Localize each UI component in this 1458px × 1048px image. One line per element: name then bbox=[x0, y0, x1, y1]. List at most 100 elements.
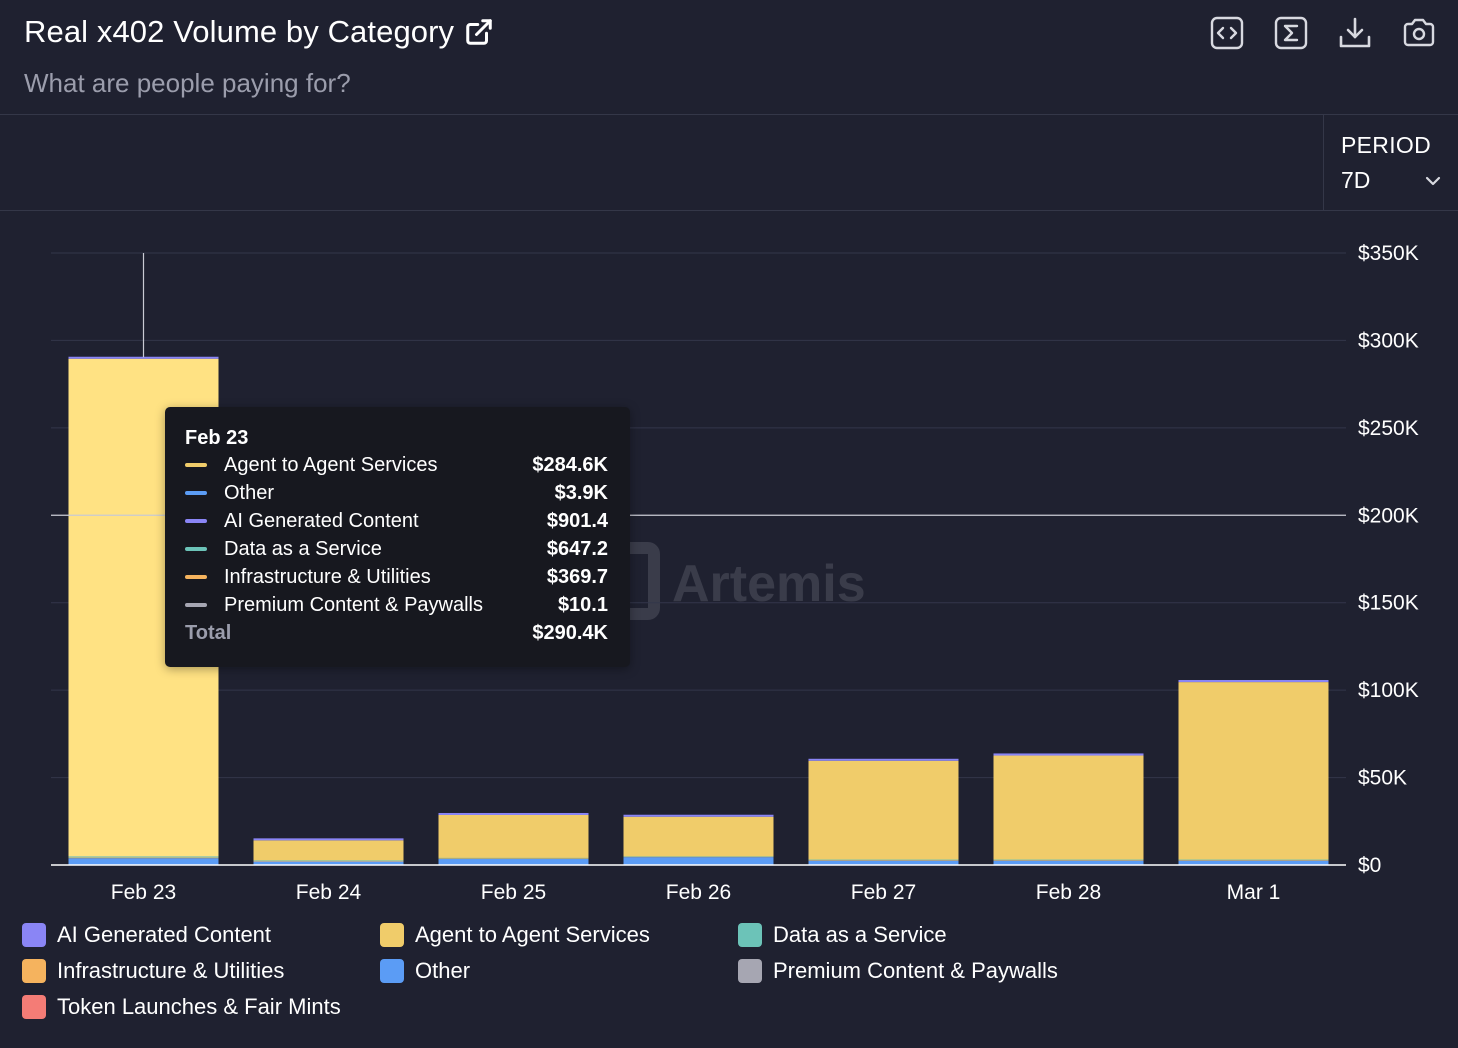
legend-label: Agent to Agent Services bbox=[415, 922, 650, 947]
legend-label: Token Launches & Fair Mints bbox=[57, 994, 341, 1019]
bar-segment[interactable] bbox=[808, 758, 959, 761]
legend-item[interactable]: Data as a Service bbox=[738, 922, 947, 948]
download-button[interactable] bbox=[1336, 14, 1374, 52]
tooltip-row: Agent to Agent Services $284.6K bbox=[185, 451, 608, 479]
y-tick-label: $50K bbox=[1358, 767, 1407, 790]
tooltip-row: AI Generated Content $901.4 bbox=[185, 507, 608, 535]
legend-swatch bbox=[738, 923, 762, 947]
y-tick-label: $100K bbox=[1358, 679, 1419, 702]
bar-segment[interactable] bbox=[1178, 860, 1329, 865]
y-tick-label: $200K bbox=[1358, 504, 1419, 527]
x-tick-label: Feb 24 bbox=[296, 881, 362, 904]
legend-item[interactable]: AI Generated Content bbox=[22, 922, 271, 948]
chart-tooltip: Feb 23 Agent to Agent Services $284.6K Oth… bbox=[165, 407, 630, 667]
code-icon bbox=[1210, 16, 1244, 50]
external-link-icon[interactable] bbox=[464, 17, 494, 47]
tooltip-series-name: Other bbox=[224, 481, 275, 504]
bar-stack[interactable] bbox=[993, 753, 1144, 865]
embed-button[interactable] bbox=[1208, 14, 1246, 52]
chart-header: Real x402 Volume by Category What are pe… bbox=[0, 0, 1458, 115]
artemis-watermark: Artemis bbox=[594, 542, 866, 620]
legend-item[interactable]: Other bbox=[380, 958, 470, 984]
bar-stack[interactable] bbox=[623, 814, 774, 865]
tooltip-swatch bbox=[185, 519, 207, 523]
bar-segment[interactable] bbox=[1178, 680, 1329, 683]
tooltip-series-name: Agent to Agent Services bbox=[224, 453, 438, 476]
x-tick-label: Feb 25 bbox=[481, 881, 546, 904]
tooltip-row: Premium Content & Paywalls $10.1 bbox=[185, 591, 608, 619]
tooltip-row: Data as a Service $647.2 bbox=[185, 535, 608, 563]
bar-segment[interactable] bbox=[623, 816, 774, 857]
tooltip-swatch bbox=[185, 575, 207, 579]
sigma-icon bbox=[1274, 16, 1308, 50]
bar-stack[interactable] bbox=[253, 838, 404, 865]
tooltip-series-value: $901.4 bbox=[546, 509, 608, 532]
bar-stack[interactable] bbox=[808, 758, 959, 865]
bar-segment[interactable] bbox=[993, 753, 1144, 756]
bar-segment[interactable] bbox=[1178, 682, 1329, 860]
y-tick-label: $250K bbox=[1358, 417, 1419, 440]
tooltip-row: Other $3.9K bbox=[185, 479, 608, 507]
screenshot-button[interactable] bbox=[1400, 14, 1438, 52]
bar-segment[interactable] bbox=[68, 858, 219, 865]
title-row: Real x402 Volume by Category bbox=[24, 14, 494, 50]
period-value: 7D bbox=[1341, 167, 1371, 193]
legend-swatch bbox=[22, 923, 46, 947]
legend-label: Other bbox=[415, 958, 471, 983]
legend-label: Data as a Service bbox=[773, 922, 947, 947]
bar-stack[interactable] bbox=[1178, 680, 1329, 865]
chart-title: Real x402 Volume by Category bbox=[24, 14, 455, 49]
chevron-down-icon bbox=[1425, 176, 1441, 186]
y-tick-label: $150K bbox=[1358, 592, 1419, 615]
tooltip-total-label: Total bbox=[185, 621, 232, 644]
x-tick-label: Feb 23 bbox=[111, 881, 176, 904]
legend-label: Infrastructure & Utilities bbox=[57, 958, 285, 983]
tooltip-series-name: Infrastructure & Utilities bbox=[224, 565, 431, 588]
tooltip-swatch bbox=[185, 603, 207, 607]
bar-segment[interactable] bbox=[993, 860, 1144, 865]
bar-segment[interactable] bbox=[623, 857, 774, 865]
camera-icon bbox=[1403, 18, 1435, 47]
legend-item[interactable]: Infrastructure & Utilities bbox=[22, 958, 284, 984]
bar-segment[interactable] bbox=[438, 858, 589, 865]
formula-button[interactable] bbox=[1272, 14, 1310, 52]
bar-segment[interactable] bbox=[808, 860, 959, 865]
tooltip-series-value: $3.9K bbox=[554, 481, 608, 504]
bar-segment[interactable] bbox=[68, 356, 219, 359]
legend-item[interactable]: Premium Content & Paywalls bbox=[738, 958, 1058, 984]
legend-item[interactable]: Agent to Agent Services bbox=[380, 922, 650, 948]
chart-toolbar bbox=[1208, 14, 1438, 52]
y-tick-label: $0 bbox=[1358, 854, 1381, 877]
bar-segment[interactable] bbox=[253, 840, 404, 861]
tooltip-series-name: Data as a Service bbox=[224, 537, 382, 560]
tooltip-total-value: $290.4K bbox=[532, 621, 608, 644]
legend-swatch bbox=[738, 959, 762, 983]
tooltip-swatch bbox=[185, 491, 207, 495]
tooltip-series-name: Premium Content & Paywalls bbox=[224, 593, 483, 616]
bar-segment[interactable] bbox=[438, 814, 589, 858]
x-tick-label: Mar 1 bbox=[1227, 881, 1281, 904]
legend-swatch bbox=[22, 959, 46, 983]
bar-stack[interactable] bbox=[438, 812, 589, 865]
bar-segment[interactable] bbox=[993, 755, 1144, 860]
bar-segment[interactable] bbox=[623, 814, 774, 817]
tooltip-total-row: Total $290.4K bbox=[185, 619, 608, 647]
legend-item[interactable]: Token Launches & Fair Mints bbox=[22, 994, 341, 1020]
bar-segment[interactable] bbox=[253, 838, 404, 841]
period-label: PERIOD bbox=[1341, 132, 1431, 158]
bar-segment[interactable] bbox=[253, 861, 404, 865]
legend-swatch bbox=[22, 995, 46, 1019]
period-selector[interactable]: PERIOD 7D bbox=[1323, 114, 1458, 210]
x-tick-label: Feb 27 bbox=[851, 881, 916, 904]
tooltip-series-name: AI Generated Content bbox=[224, 509, 419, 532]
chart-subtitle: What are people paying for? bbox=[24, 68, 351, 98]
tooltip-series-value: $369.7 bbox=[546, 565, 608, 588]
bar-segment[interactable] bbox=[438, 812, 589, 815]
bar-segment[interactable] bbox=[808, 760, 959, 860]
legend-swatch bbox=[380, 923, 404, 947]
tooltip-swatch bbox=[185, 463, 207, 467]
bar-segment[interactable] bbox=[68, 855, 219, 858]
legend-label: AI Generated Content bbox=[57, 922, 272, 947]
legend-label: Premium Content & Paywalls bbox=[773, 958, 1058, 983]
y-tick-label: $350K bbox=[1358, 242, 1419, 265]
